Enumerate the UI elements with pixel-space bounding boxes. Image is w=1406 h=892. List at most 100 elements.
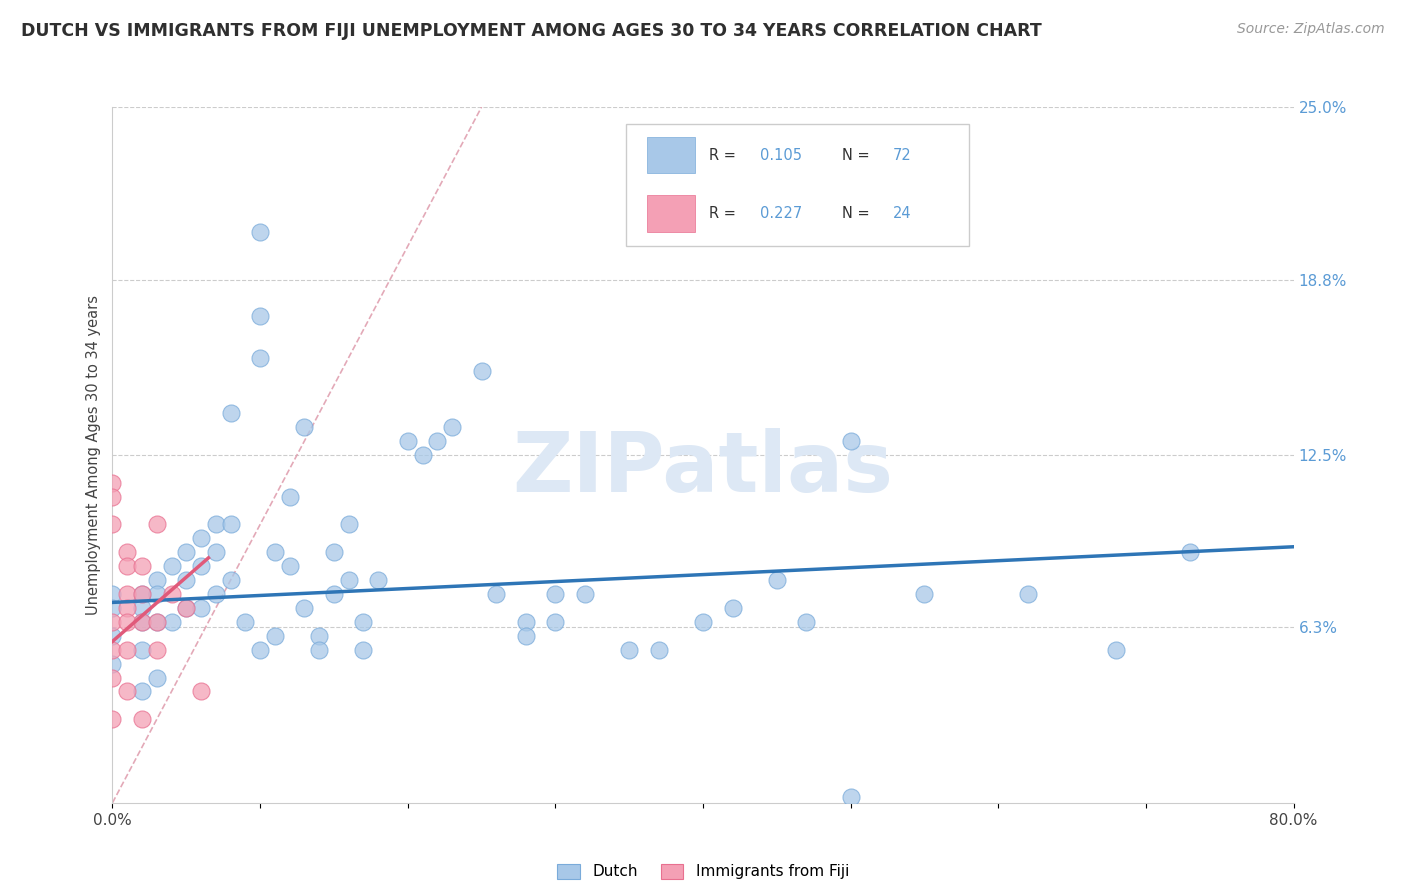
Point <box>1017 587 1039 601</box>
Point <box>101 517 124 532</box>
Point <box>721 601 744 615</box>
Point <box>219 406 242 420</box>
Text: DUTCH VS IMMIGRANTS FROM FIJI UNEMPLOYMENT AMONG AGES 30 TO 34 YEARS CORRELATION: DUTCH VS IMMIGRANTS FROM FIJI UNEMPLOYME… <box>21 22 1042 40</box>
Point <box>101 657 124 671</box>
Point <box>249 309 271 323</box>
Point <box>766 573 789 587</box>
Point <box>544 615 567 629</box>
Point <box>292 601 315 615</box>
Point <box>101 629 124 643</box>
FancyBboxPatch shape <box>648 195 695 232</box>
Point <box>174 601 197 615</box>
Point <box>131 712 153 726</box>
Point <box>131 601 153 615</box>
Point <box>146 615 169 629</box>
Point <box>160 559 183 574</box>
FancyBboxPatch shape <box>626 124 969 246</box>
Point <box>323 545 346 559</box>
Point <box>515 615 537 629</box>
Text: 72: 72 <box>893 147 912 162</box>
Point <box>323 587 346 601</box>
Point <box>839 434 862 448</box>
Point <box>337 517 360 532</box>
Point <box>160 615 183 629</box>
Point <box>131 615 153 629</box>
Point <box>249 642 271 657</box>
Point <box>146 671 169 685</box>
Point <box>190 601 212 615</box>
Point <box>796 615 818 629</box>
Text: 0.105: 0.105 <box>759 147 801 162</box>
Point <box>101 601 124 615</box>
Point <box>131 587 153 601</box>
Point <box>692 615 714 629</box>
Point <box>278 559 301 574</box>
Point <box>131 559 153 574</box>
Point <box>426 434 449 448</box>
Point <box>619 642 641 657</box>
Point <box>131 642 153 657</box>
Point <box>117 642 138 657</box>
Point <box>292 420 315 434</box>
Point <box>117 545 138 559</box>
Point <box>101 712 124 726</box>
Point <box>574 587 596 601</box>
Point <box>205 587 228 601</box>
Point <box>131 615 153 629</box>
Point <box>249 225 271 239</box>
Point <box>1178 545 1201 559</box>
Point <box>131 684 153 698</box>
Text: ZIPatlas: ZIPatlas <box>513 428 893 509</box>
FancyBboxPatch shape <box>648 137 695 173</box>
Text: 24: 24 <box>893 206 911 221</box>
Point <box>515 629 537 643</box>
Text: R =: R = <box>709 206 741 221</box>
Point <box>308 642 330 657</box>
Text: R =: R = <box>709 147 741 162</box>
Point <box>190 684 212 698</box>
Text: N =: N = <box>842 147 875 162</box>
Point <box>174 573 197 587</box>
Point <box>411 448 433 462</box>
Point <box>190 559 212 574</box>
Point <box>101 642 124 657</box>
Point <box>219 573 242 587</box>
Point <box>146 517 169 532</box>
Point <box>308 629 330 643</box>
Point <box>264 545 287 559</box>
Point <box>190 532 212 546</box>
Point <box>839 790 862 805</box>
Point <box>337 573 360 587</box>
Point <box>146 642 169 657</box>
Text: N =: N = <box>842 206 875 221</box>
Point <box>485 587 508 601</box>
Point <box>101 615 124 629</box>
Point <box>367 573 389 587</box>
Point <box>131 587 153 601</box>
Point <box>146 573 169 587</box>
Point <box>117 587 138 601</box>
Point <box>278 490 301 504</box>
Point <box>101 671 124 685</box>
Point <box>117 559 138 574</box>
Point <box>205 545 228 559</box>
Point <box>117 601 138 615</box>
Point <box>146 615 169 629</box>
Text: Source: ZipAtlas.com: Source: ZipAtlas.com <box>1237 22 1385 37</box>
Point <box>219 517 242 532</box>
Point <box>264 629 287 643</box>
Point <box>470 364 494 378</box>
Point <box>544 587 567 601</box>
Point <box>101 475 124 490</box>
Point <box>101 490 124 504</box>
Point <box>914 587 936 601</box>
Point <box>647 642 671 657</box>
Point <box>249 351 271 365</box>
Point <box>117 615 138 629</box>
Point <box>146 587 169 601</box>
Point <box>1105 642 1128 657</box>
Point <box>160 587 183 601</box>
Y-axis label: Unemployment Among Ages 30 to 34 years: Unemployment Among Ages 30 to 34 years <box>86 295 101 615</box>
Point <box>174 545 197 559</box>
Point <box>396 434 419 448</box>
